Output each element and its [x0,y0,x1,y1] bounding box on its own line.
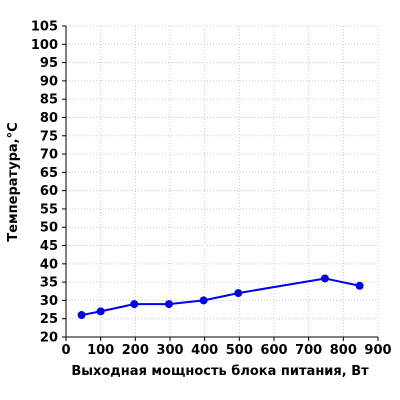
x-tick-label: 600 [260,343,287,358]
data-point [130,300,139,309]
x-axis-title: Выходная мощность блока питания, Вт [71,364,369,379]
x-tick-label: 700 [295,343,322,358]
y-tick-label: 100 [31,38,58,53]
y-tick-label: 70 [40,148,58,163]
data-point [320,274,329,283]
data-point [199,296,208,305]
y-tick-label: 55 [40,202,58,217]
y-tick-label: 90 [40,74,58,89]
y-tick-label: 85 [40,93,58,108]
y-tick-label: 20 [40,331,58,346]
data-point [234,289,243,298]
y-tick-label: 95 [40,56,58,71]
y-tick-label: 65 [40,166,58,181]
y-tick-label: 105 [31,20,58,35]
data-point [96,307,105,316]
y-tick-label: 25 [40,312,58,327]
y-tick-label: 60 [40,184,58,199]
y-tick-label: 35 [40,276,58,291]
data-point [164,300,173,309]
y-tick-label: 40 [40,257,58,272]
x-tick-label: 500 [226,343,253,358]
series-line [81,277,360,317]
grid [65,25,379,338]
y-tick-label: 45 [40,239,58,254]
x-tick-label: 900 [364,343,391,358]
axes [62,25,379,341]
y-axis-title: Температура,°С [6,122,21,241]
x-tick-label: 200 [122,343,149,358]
tick-labels: 0 100 200 300 400 500 600 700 800 900 20 25 30 35 40 45… [31,20,392,359]
x-tick-label: 100 [87,343,114,358]
y-tick-label: 30 [40,294,58,309]
x-tick-label: 400 [191,343,218,358]
x-tick-label: 300 [156,343,183,358]
x-tick-label: 0 [61,343,70,358]
y-tick-label: 75 [40,129,58,144]
data-point [77,311,86,320]
y-tick-label: 50 [40,221,58,236]
x-tick-label: 800 [330,343,357,358]
y-tick-label: 80 [40,111,58,126]
series [77,274,364,320]
data-point [355,281,364,290]
